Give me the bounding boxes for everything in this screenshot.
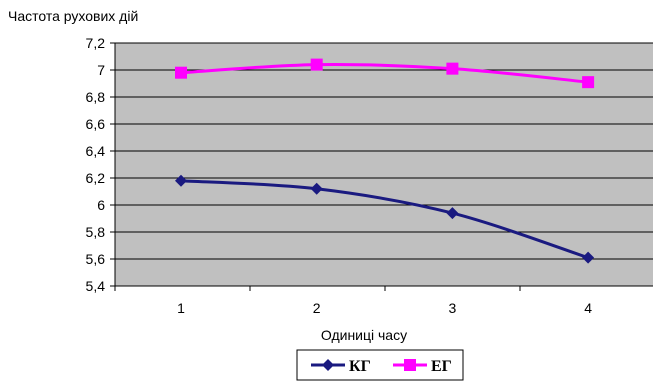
- x-tick-labels: 1 2 3 4: [177, 300, 592, 316]
- y-tick-label: 6,2: [86, 170, 106, 186]
- y-tick-label: 6,6: [86, 116, 106, 132]
- y-tick-label: 6: [97, 197, 105, 213]
- y-axis-title: Частота рухових дій: [8, 8, 138, 24]
- series-line-1: [180, 62, 589, 84]
- y-tick-label: 5,6: [86, 251, 106, 267]
- series-lines: [180, 62, 589, 260]
- data-point-diamond: [582, 251, 595, 264]
- data-point-diamond: [310, 182, 323, 195]
- y-tick-label: 7,2: [86, 35, 106, 51]
- y-tick-label: 5,4: [86, 278, 106, 294]
- data-point-square: [175, 66, 187, 79]
- y-tick-label: 5,8: [86, 224, 106, 240]
- y-tick-label: 6,8: [86, 89, 106, 105]
- series-line-0: [180, 179, 589, 260]
- legend-label: ЕГ: [431, 358, 452, 375]
- x-tick-label: 4: [584, 300, 592, 316]
- data-point-diamond: [175, 174, 187, 187]
- legend: КГ ЕГ: [296, 349, 464, 381]
- y-tick-label: 7: [97, 62, 105, 78]
- plot-area: [115, 43, 653, 286]
- data-point-square: [582, 76, 595, 89]
- x-tick-label: 2: [313, 300, 321, 316]
- legend-marker: [322, 359, 334, 371]
- series-markers: [175, 58, 595, 264]
- x-tick-label: 1: [177, 300, 185, 316]
- legend-label: КГ: [349, 358, 371, 375]
- data-point-square: [310, 58, 323, 71]
- x-tick-label: 3: [449, 300, 457, 316]
- x-axis-title: Одиниці часу: [321, 327, 407, 343]
- y-tick-labels: 5,4 5,6 5,8 6 6,2 6,4 6,6 6,8 7 7,2: [86, 35, 106, 294]
- axes: [110, 42, 653, 291]
- legend-marker: [404, 359, 416, 371]
- y-tick-label: 6,4: [86, 143, 106, 159]
- data-point-diamond: [446, 207, 459, 220]
- data-point-square: [446, 62, 459, 75]
